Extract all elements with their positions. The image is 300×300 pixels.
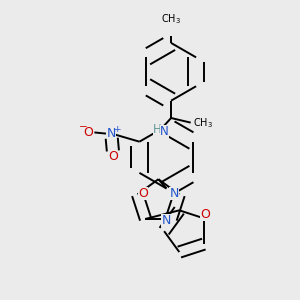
Text: O: O (108, 150, 118, 163)
Text: CH$_3$: CH$_3$ (193, 116, 213, 130)
Text: H: H (153, 123, 162, 136)
Text: O: O (84, 126, 94, 139)
Text: O: O (138, 187, 148, 200)
Text: N: N (107, 127, 116, 140)
Text: O: O (200, 208, 210, 221)
Text: CH$_3$: CH$_3$ (161, 12, 181, 26)
Text: −: − (79, 122, 88, 132)
Text: N: N (161, 214, 171, 226)
Text: N: N (169, 187, 179, 200)
Text: +: + (113, 125, 121, 134)
Text: N: N (160, 125, 169, 138)
